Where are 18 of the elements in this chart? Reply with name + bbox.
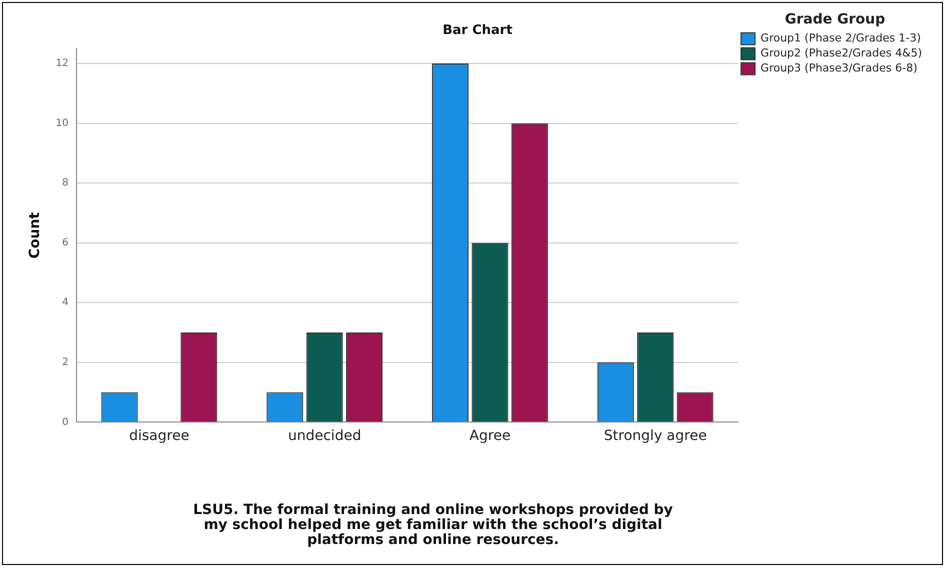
y-tick-label: 10: [56, 118, 69, 129]
y-tick-label: 8: [62, 178, 69, 189]
x-axis-title: LSU5. The formal training and online workshops provided by my school helped me get familiar with the school’s digital platforms and online resources.: [193, 502, 673, 548]
x-tick-label: undecided: [288, 428, 362, 444]
y-tick-label: 12: [56, 58, 69, 70]
y-tick-label: 6: [62, 237, 69, 248]
chart-title: Bar Chart: [442, 23, 512, 38]
legend-label: Group1 (Phase 2/Grades 1-3): [760, 32, 921, 45]
legend-label: Group2 (Phase2/Grades 4&5): [760, 46, 922, 60]
y-axis-title: Count: [27, 212, 44, 259]
legend-title: Grade Group: [784, 12, 886, 28]
y-tick-label: 0: [62, 416, 69, 428]
y-tick-label: 2: [62, 357, 69, 368]
x-tick-label: disagree: [129, 428, 190, 444]
legend-label: Group3 (Phase3/Grades 6-8): [760, 62, 918, 75]
x-tick-label: Strongly agree: [604, 428, 707, 444]
y-tick-label: 4: [62, 297, 69, 308]
x-tick-label: Agree: [469, 428, 511, 444]
